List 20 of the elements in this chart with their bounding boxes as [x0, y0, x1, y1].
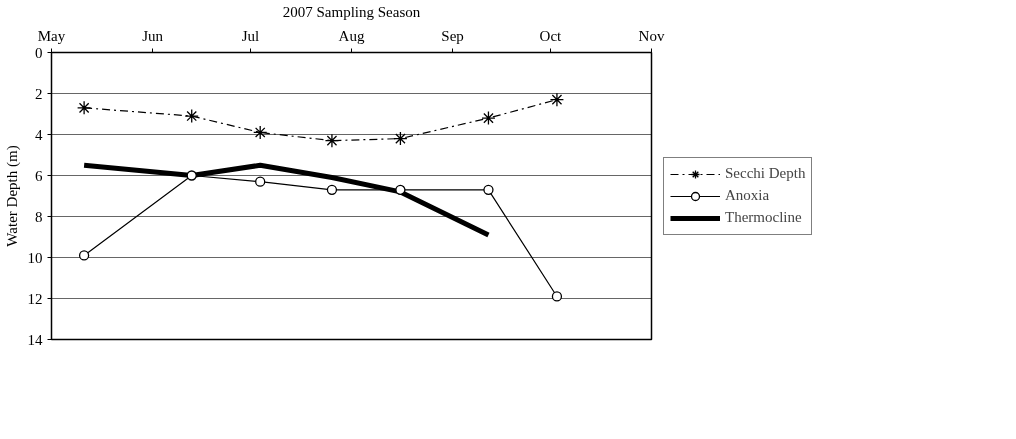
- x-tick-label: Sep: [441, 27, 464, 44]
- x-tick-label: Nov: [638, 27, 665, 44]
- legend-label: Anoxia: [725, 187, 770, 204]
- x-axis-title: 2007 Sampling Season: [282, 3, 421, 20]
- x-tick-label: Jul: [241, 27, 260, 44]
- y-tick-label: 8: [35, 208, 43, 225]
- y-tick-label: 2: [35, 85, 43, 102]
- y-tick-label: 6: [35, 167, 43, 184]
- x-tick-label: May: [37, 27, 66, 44]
- y-tick-label: 10: [27, 249, 43, 266]
- legend-label: Secchi Depth: [725, 165, 806, 182]
- x-tick-label: Jun: [142, 27, 164, 44]
- x-tick-label: Oct: [539, 27, 563, 44]
- x-tick-label: Aug: [338, 27, 365, 44]
- y-tick-label: 0: [35, 44, 43, 61]
- y-tick-label: 14: [27, 331, 43, 348]
- y-tick-label: 12: [27, 290, 43, 307]
- y-axis-title: Water Depth (m): [3, 145, 21, 247]
- legend-label: Thermocline: [725, 209, 802, 226]
- y-tick-label: 4: [35, 126, 43, 143]
